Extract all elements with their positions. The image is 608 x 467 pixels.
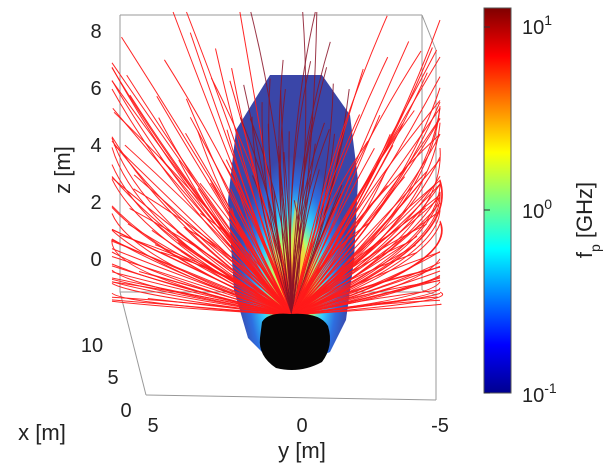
z-tick-6: 6 xyxy=(90,78,101,100)
field-line xyxy=(291,50,422,316)
field-line xyxy=(111,80,293,316)
field-line xyxy=(291,237,386,316)
field-line xyxy=(229,80,293,316)
colorbar-tick-top: 101 xyxy=(522,12,552,39)
field-line xyxy=(178,159,293,316)
field-line xyxy=(291,107,441,316)
field-line xyxy=(291,122,441,316)
field-line xyxy=(291,223,441,316)
field-line xyxy=(111,282,293,316)
field-line xyxy=(111,278,293,316)
y-axis-label: y [m] xyxy=(278,438,326,463)
field-line xyxy=(113,144,293,316)
field-line xyxy=(226,129,293,316)
field-line xyxy=(291,87,441,316)
field-line xyxy=(251,116,293,316)
colorbar-tick-bottom: 10-1 xyxy=(522,380,557,407)
colorbar: 101 100 10-1 fp [GHz] xyxy=(483,7,603,407)
field-line xyxy=(231,68,293,316)
field-line xyxy=(291,279,441,316)
field-line xyxy=(111,205,293,316)
field-line xyxy=(291,240,411,316)
field-line xyxy=(189,117,293,316)
z-tick-0: 0 xyxy=(90,249,101,271)
field-line xyxy=(157,224,293,316)
z-tick-8: 8 xyxy=(90,21,101,43)
field-line xyxy=(239,11,293,316)
y-tick-neg5: -5 xyxy=(431,415,449,437)
field-line xyxy=(111,140,293,316)
field-line xyxy=(111,229,293,316)
field-line xyxy=(291,180,441,316)
field-line xyxy=(291,191,441,316)
field-line xyxy=(291,158,441,316)
field-line xyxy=(111,239,293,316)
field-line xyxy=(185,133,293,316)
field-line xyxy=(289,61,312,316)
field-line xyxy=(291,123,404,316)
field-line xyxy=(291,181,443,316)
z-axis: 8 6 4 2 0 z [m] xyxy=(50,21,102,271)
field-lines xyxy=(111,11,443,316)
colorbar-label: fp [GHz] xyxy=(572,182,603,258)
field-line xyxy=(291,274,441,316)
field-line xyxy=(291,118,441,316)
field-line xyxy=(231,162,293,316)
field-line xyxy=(291,192,441,316)
field-line xyxy=(111,177,293,316)
field-line xyxy=(291,251,441,316)
field-line xyxy=(291,183,441,316)
field-line xyxy=(127,223,293,316)
y-tick-5: 5 xyxy=(147,415,158,437)
colorbar-tick-mid: 100 xyxy=(522,196,552,223)
field-line xyxy=(291,67,328,316)
field-line xyxy=(291,287,441,316)
field-line xyxy=(291,261,441,316)
x-axis: 10 5 0 x [m] xyxy=(18,335,131,445)
field-line xyxy=(291,76,441,316)
field-line xyxy=(291,303,442,316)
field-line xyxy=(291,140,369,316)
field-line xyxy=(291,221,371,316)
field-line xyxy=(291,56,441,316)
field-line xyxy=(197,130,293,316)
antenna-body xyxy=(259,313,330,370)
field-line xyxy=(158,117,293,316)
field-line xyxy=(291,100,441,316)
field-line xyxy=(291,129,330,316)
colorbar-bar xyxy=(483,7,512,394)
x-axis-label: x [m] xyxy=(18,420,66,445)
z-tick-2: 2 xyxy=(90,192,101,214)
field-line xyxy=(111,213,293,316)
field-line xyxy=(291,15,388,316)
field-line xyxy=(151,229,293,316)
y-tick-0: 0 xyxy=(296,415,307,437)
field-line xyxy=(150,273,293,316)
field-line xyxy=(261,102,293,316)
field-line xyxy=(291,291,443,316)
field-line xyxy=(291,56,389,316)
z-tick-4: 4 xyxy=(90,135,101,157)
field-line xyxy=(111,88,293,316)
field-line xyxy=(291,169,320,316)
field-line xyxy=(291,122,325,316)
field-line xyxy=(111,292,293,316)
z-axis-label: z [m] xyxy=(50,146,75,194)
field-line xyxy=(184,228,293,316)
field-line xyxy=(291,143,316,316)
y-axis: 5 0 -5 y [m] xyxy=(147,415,448,463)
x-tick-0: 0 xyxy=(120,400,131,422)
field-line xyxy=(268,78,293,316)
field-line xyxy=(189,32,293,316)
field-line xyxy=(278,59,293,316)
x-tick-10: 10 xyxy=(81,335,103,357)
x-tick-5: 5 xyxy=(107,367,118,389)
